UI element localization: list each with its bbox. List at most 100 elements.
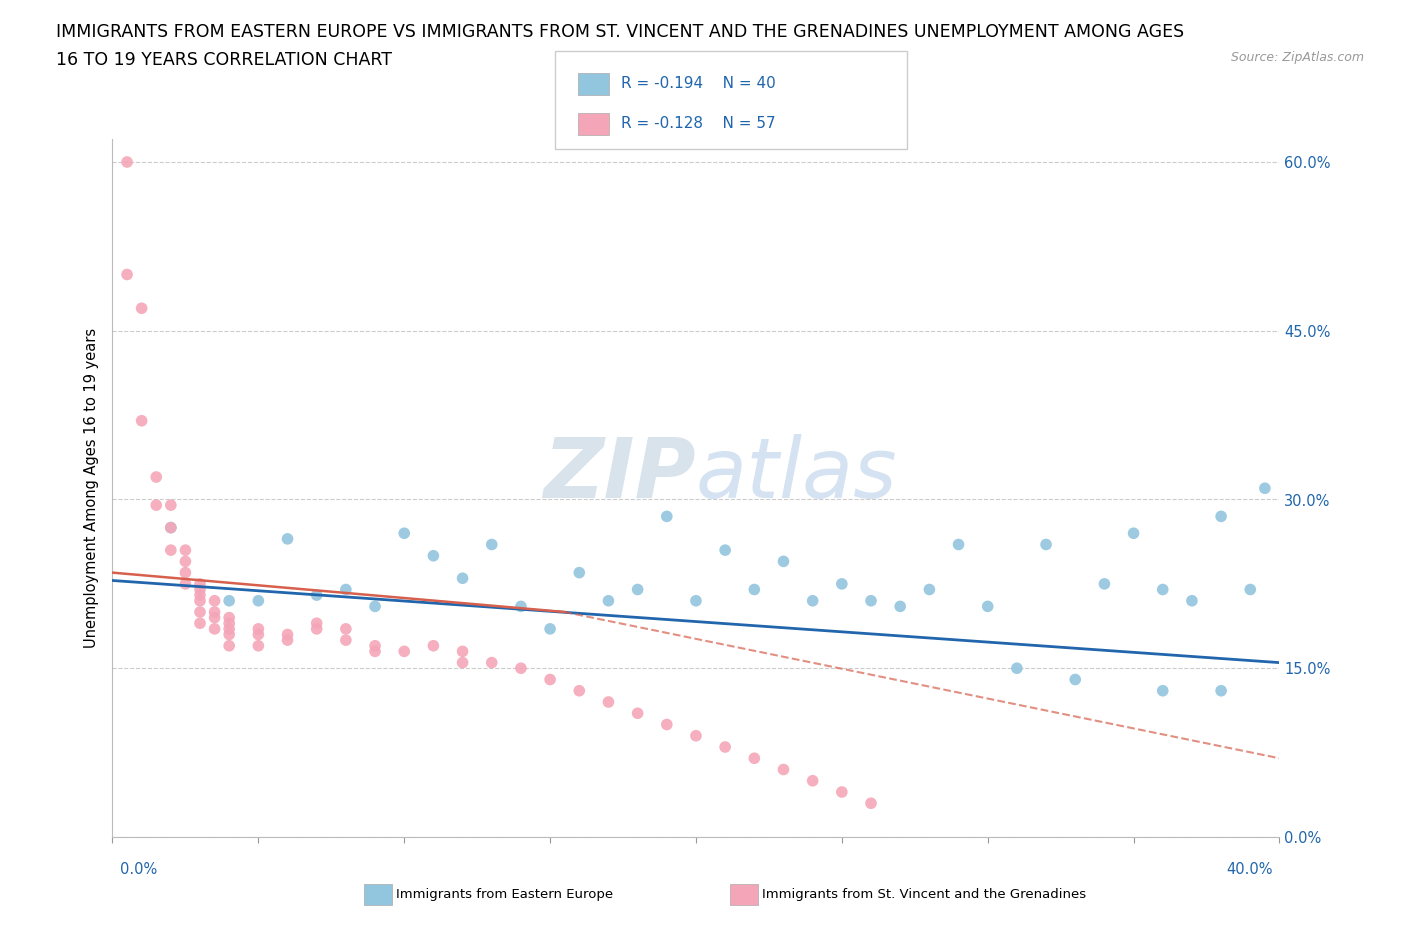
Point: [335, 582, 357, 597]
Point: [772, 762, 794, 777]
Point: [218, 593, 240, 608]
Point: [801, 593, 824, 608]
Point: [655, 717, 678, 732]
Point: [948, 537, 970, 551]
Text: atlas: atlas: [696, 433, 897, 515]
Point: [204, 593, 226, 608]
Point: [538, 621, 561, 636]
Point: [218, 627, 240, 642]
Text: Immigrants from Eastern Europe: Immigrants from Eastern Europe: [396, 888, 613, 901]
Point: [685, 593, 707, 608]
Text: R = -0.194    N = 40: R = -0.194 N = 40: [621, 76, 776, 91]
Point: [174, 543, 197, 558]
Point: [160, 520, 183, 535]
Point: [481, 656, 503, 671]
Text: Source: ZipAtlas.com: Source: ZipAtlas.com: [1230, 51, 1364, 64]
Point: [174, 565, 197, 580]
Point: [1035, 537, 1057, 551]
Point: [115, 154, 138, 169]
Point: [218, 610, 240, 625]
Point: [1152, 684, 1174, 698]
Point: [247, 638, 270, 653]
Point: [976, 599, 998, 614]
Text: 16 TO 19 YEARS CORRELATION CHART: 16 TO 19 YEARS CORRELATION CHART: [56, 51, 392, 69]
Point: [364, 644, 387, 658]
Point: [509, 599, 531, 614]
Point: [115, 267, 138, 282]
Point: [247, 621, 270, 636]
Point: [831, 577, 853, 591]
Point: [1181, 593, 1204, 608]
Point: [188, 593, 211, 608]
Point: [204, 610, 226, 625]
Point: [204, 621, 226, 636]
Point: [188, 582, 211, 597]
Point: [188, 616, 211, 631]
Point: [918, 582, 941, 597]
Text: R = -0.128    N = 57: R = -0.128 N = 57: [621, 116, 776, 131]
Text: Immigrants from St. Vincent and the Grenadines: Immigrants from St. Vincent and the Gren…: [762, 888, 1087, 901]
Point: [859, 593, 883, 608]
Point: [392, 525, 416, 540]
Point: [247, 593, 270, 608]
Text: 40.0%: 40.0%: [1226, 862, 1272, 877]
Point: [1254, 481, 1277, 496]
Point: [714, 543, 737, 558]
Point: [626, 582, 648, 597]
Point: [422, 549, 444, 564]
Point: [742, 582, 765, 597]
Point: [160, 520, 183, 535]
Point: [714, 739, 737, 754]
Point: [772, 554, 794, 569]
Point: [276, 632, 298, 647]
Point: [598, 695, 620, 710]
Point: [335, 632, 357, 647]
Point: [218, 621, 240, 636]
Point: [276, 627, 298, 642]
Point: [131, 300, 153, 315]
Point: [626, 706, 648, 721]
Point: [598, 593, 620, 608]
Point: [188, 604, 211, 619]
Text: IMMIGRANTS FROM EASTERN EUROPE VS IMMIGRANTS FROM ST. VINCENT AND THE GRENADINES: IMMIGRANTS FROM EASTERN EUROPE VS IMMIGR…: [56, 23, 1184, 41]
Point: [188, 577, 211, 591]
Point: [889, 599, 911, 614]
Point: [305, 616, 328, 631]
Point: [1092, 577, 1115, 591]
Y-axis label: Unemployment Among Ages 16 to 19 years: Unemployment Among Ages 16 to 19 years: [84, 328, 100, 648]
Point: [831, 785, 853, 800]
Point: [1064, 672, 1087, 687]
Point: [1005, 661, 1028, 676]
Point: [509, 661, 531, 676]
Point: [801, 774, 824, 789]
Point: [481, 537, 503, 551]
Point: [451, 571, 474, 586]
Point: [538, 672, 561, 687]
Point: [204, 604, 226, 619]
Point: [655, 509, 678, 524]
Point: [859, 796, 883, 811]
Point: [451, 644, 474, 658]
Point: [1209, 509, 1232, 524]
Point: [451, 656, 474, 671]
Point: [392, 644, 416, 658]
Point: [145, 498, 167, 512]
Point: [305, 621, 328, 636]
Point: [131, 413, 153, 428]
Point: [174, 554, 197, 569]
Point: [218, 616, 240, 631]
Point: [276, 531, 298, 546]
Point: [1152, 582, 1174, 597]
Point: [568, 684, 591, 698]
Text: 0.0%: 0.0%: [120, 862, 156, 877]
Point: [145, 470, 167, 485]
Point: [1122, 525, 1144, 540]
Point: [188, 588, 211, 603]
Point: [218, 638, 240, 653]
Point: [335, 621, 357, 636]
Point: [160, 543, 183, 558]
Point: [364, 638, 387, 653]
Point: [568, 565, 591, 580]
Point: [160, 498, 183, 512]
Point: [174, 577, 197, 591]
